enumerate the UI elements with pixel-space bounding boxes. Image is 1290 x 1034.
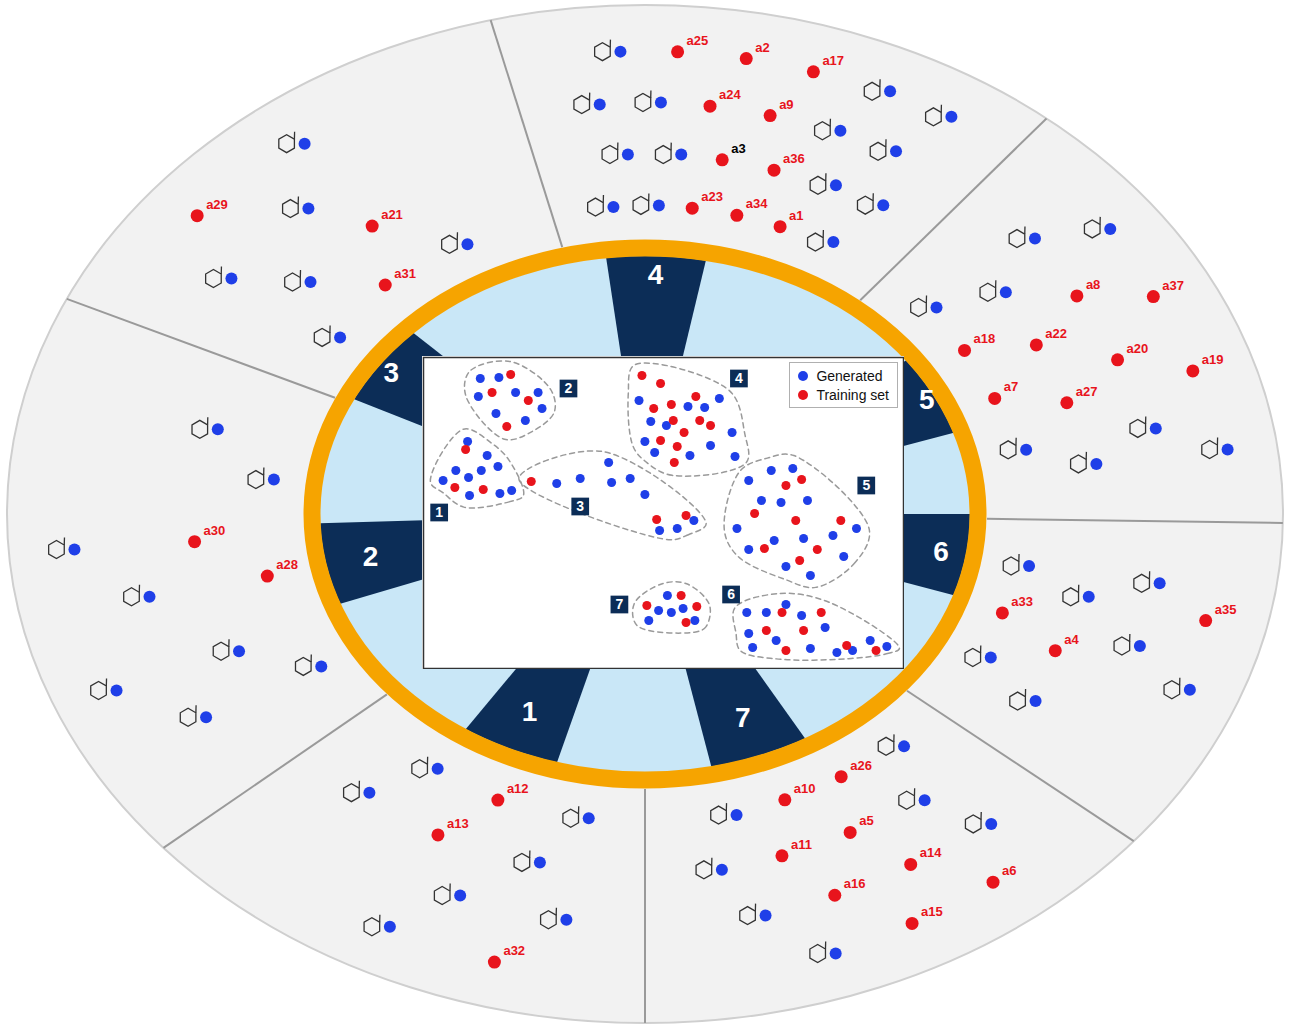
svg-text:a11: a11: [791, 837, 812, 852]
svg-text:a34: a34: [746, 196, 768, 211]
svg-text:a16: a16: [844, 876, 866, 891]
svg-text:a37: a37: [1162, 278, 1184, 293]
svg-text:7: 7: [616, 596, 624, 612]
svg-text:a3: a3: [731, 141, 745, 156]
svg-text:5: 5: [919, 384, 935, 415]
svg-text:a29: a29: [206, 197, 228, 212]
svg-text:7: 7: [735, 702, 751, 733]
svg-text:a1: a1: [789, 208, 803, 223]
svg-text:a22: a22: [1045, 326, 1067, 341]
svg-text:4: 4: [735, 370, 743, 386]
svg-text:a15: a15: [921, 904, 943, 919]
svg-text:a13: a13: [447, 816, 469, 831]
svg-text:a7: a7: [1004, 379, 1018, 394]
svg-text:a23: a23: [701, 189, 723, 204]
svg-text:a18: a18: [974, 331, 996, 346]
svg-text:1: 1: [522, 696, 538, 727]
html-text:Training set: Training set: [816, 386, 889, 403]
svg-text:a26: a26: [850, 758, 872, 773]
svg-text:a35: a35: [1215, 602, 1237, 617]
svg-text:a25: a25: [687, 33, 709, 48]
svg-text:1: 1: [435, 504, 443, 520]
svg-text:2: 2: [363, 541, 379, 572]
svg-text:a31: a31: [394, 266, 416, 281]
svg-text:a2: a2: [755, 40, 769, 55]
html-text:Generated: Generated: [816, 367, 883, 384]
svg-text:a9: a9: [779, 97, 793, 112]
svg-text:a5: a5: [859, 813, 873, 828]
svg-text:a8: a8: [1086, 277, 1100, 292]
svg-text:a10: a10: [794, 781, 816, 796]
svg-text:3: 3: [576, 498, 584, 514]
svg-text:5: 5: [862, 477, 870, 493]
svg-text:a24: a24: [719, 87, 741, 102]
svg-text:a12: a12: [507, 781, 529, 796]
svg-text:a33: a33: [1011, 594, 1033, 609]
svg-text:a4: a4: [1064, 632, 1079, 647]
svg-text:a6: a6: [1002, 863, 1016, 878]
svg-text:a19: a19: [1202, 352, 1224, 367]
svg-text:a30: a30: [204, 523, 226, 538]
svg-text:a27: a27: [1076, 384, 1098, 399]
svg-text:a14: a14: [920, 845, 942, 860]
svg-text:a20: a20: [1127, 341, 1149, 356]
svg-text:a21: a21: [381, 207, 403, 222]
svg-text:4: 4: [648, 259, 664, 290]
svg-text:3: 3: [384, 357, 400, 388]
svg-text:a28: a28: [276, 557, 298, 572]
svg-text:2: 2: [565, 380, 573, 396]
svg-text:a36: a36: [783, 151, 805, 166]
svg-text:6: 6: [727, 586, 735, 602]
svg-text:a32: a32: [503, 943, 525, 958]
svg-text:6: 6: [933, 536, 949, 567]
svg-text:a17: a17: [822, 53, 844, 68]
